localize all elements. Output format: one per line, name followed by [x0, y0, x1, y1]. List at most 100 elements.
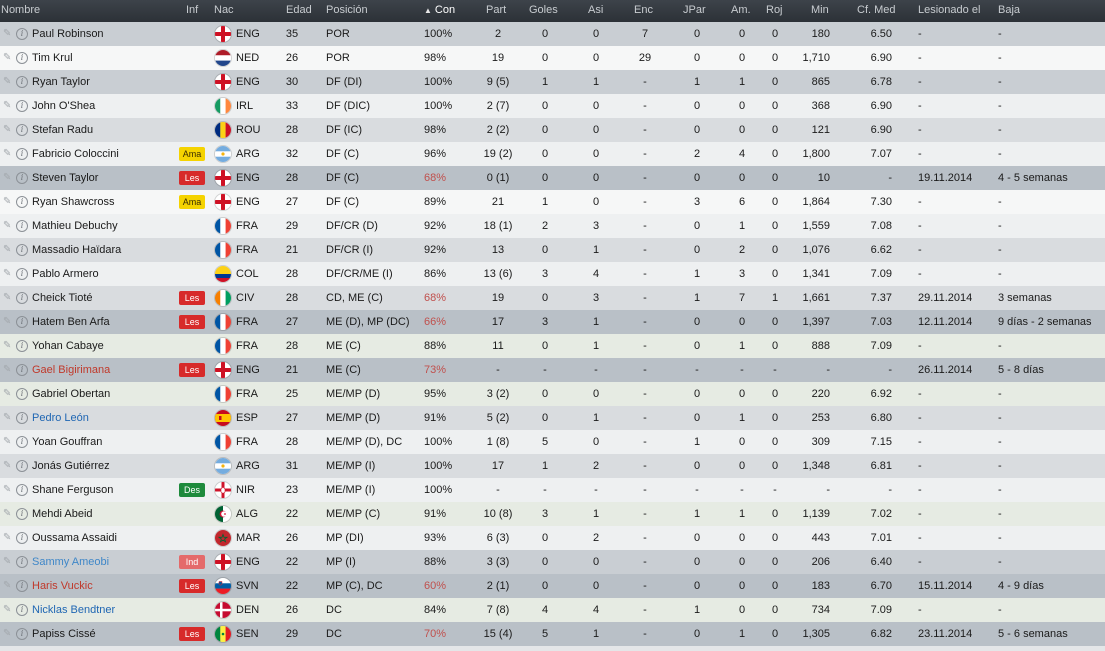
info-icon[interactable]: i [16, 388, 28, 400]
table-row[interactable]: ✎ i Ryan Taylor ENG 30 DF (DI) 100% 9 (5) 1 1 - 1 1 0… [0, 70, 1105, 94]
table-row[interactable]: ✎ i Hatem Ben Arfa Les FRA 27 ME (D), MP (DC) 6… [0, 310, 1105, 334]
table-row[interactable]: ✎ i Ryan Shawcross Ama ENG 27 DF (C) 89% 21 1 0 - 3 6… [0, 190, 1105, 214]
table-row[interactable]: ✎ i Yohan Cabaye FRA 28 ME (C) 88% 11 0 1 - 0 1 0 888 7… [0, 334, 1105, 358]
info-icon[interactable]: i [16, 364, 28, 376]
info-icon[interactable]: i [16, 100, 28, 112]
col-header-nombre[interactable]: Nombre [1, 4, 41, 16]
table-row[interactable]: ✎ i Sammy Ameobi Ind ENG 22 MP (I) 88% 3 (3) 0 0 - 0… [0, 550, 1105, 574]
edit-pencil-icon[interactable]: ✎ [3, 124, 12, 135]
player-name[interactable]: Gabriel Obertan [32, 388, 111, 400]
table-row[interactable]: ✎ i Pablo Armero COL 28 DF/CR/ME (I) 86% 13 (6)… [0, 262, 1105, 286]
player-name[interactable]: Yoan Gouffran [32, 436, 103, 448]
info-icon[interactable]: i [16, 316, 28, 328]
player-name[interactable]: Paul Robinson [32, 28, 104, 40]
table-row[interactable]: ✎ i Mehdi Abeid ALG 22 ME/MP (C) 91% 10 (8) 3 1 - 1… [0, 502, 1105, 526]
edit-pencil-icon[interactable]: ✎ [3, 52, 12, 63]
table-row[interactable]: ✎ i Pedro León ESP 27 ME/MP (D) 91% 5 (2) 0 1 - 0 1 0… [0, 406, 1105, 430]
info-icon[interactable]: i [16, 436, 28, 448]
col-header-lesionado[interactable]: Lesionado el [918, 4, 981, 16]
info-icon[interactable]: i [16, 532, 28, 544]
info-icon[interactable]: i [16, 580, 28, 592]
edit-pencil-icon[interactable]: ✎ [3, 100, 12, 111]
info-icon[interactable]: i [16, 220, 28, 232]
player-name[interactable]: Sammy Ameobi [32, 556, 110, 568]
table-row[interactable]: ✎ i John O'Shea IRL 33 DF (DIC) 100% 2 (7) 0 0 - 0 0… [0, 94, 1105, 118]
info-icon[interactable]: i [16, 556, 28, 568]
player-name[interactable]: Yohan Cabaye [32, 340, 104, 352]
col-header-part[interactable]: Part [486, 4, 507, 16]
edit-pencil-icon[interactable]: ✎ [3, 364, 12, 375]
edit-pencil-icon[interactable]: ✎ [3, 580, 12, 591]
player-name[interactable]: Mathieu Debuchy [32, 220, 118, 232]
player-name[interactable]: Gael Bigirimana [32, 364, 111, 376]
table-row[interactable]: ✎ i Gabriel Obertan FRA 25 ME/MP (D) 95% 3 (2) 0… [0, 382, 1105, 406]
info-icon[interactable]: i [16, 196, 28, 208]
info-icon[interactable]: i [16, 412, 28, 424]
edit-pencil-icon[interactable]: ✎ [3, 628, 12, 639]
col-header-inf[interactable]: Inf [186, 4, 199, 16]
edit-pencil-icon[interactable]: ✎ [3, 484, 12, 495]
edit-pencil-icon[interactable]: ✎ [3, 316, 12, 327]
info-icon[interactable]: i [16, 172, 28, 184]
edit-pencil-icon[interactable]: ✎ [3, 220, 12, 231]
col-header-posicion[interactable]: Posición [326, 4, 368, 16]
col-header-edad[interactable]: Edad [286, 4, 312, 16]
table-row[interactable]: ✎ i Yoan Gouffran FRA 28 ME/MP (D), DC 100% 1 (… [0, 430, 1105, 454]
player-name[interactable]: Tim Krul [32, 52, 73, 64]
edit-pencil-icon[interactable]: ✎ [3, 436, 12, 447]
table-row[interactable]: ✎ i Shane Ferguson Des NIR 23 ME/MP (I) 100% - - -… [0, 478, 1105, 502]
player-name[interactable]: Ryan Taylor [32, 76, 90, 88]
edit-pencil-icon[interactable]: ✎ [3, 508, 12, 519]
info-icon[interactable]: i [16, 76, 28, 88]
edit-pencil-icon[interactable]: ✎ [3, 292, 12, 303]
edit-pencil-icon[interactable]: ✎ [3, 28, 12, 39]
info-icon[interactable]: i [16, 124, 28, 136]
info-icon[interactable]: i [16, 508, 28, 520]
player-name[interactable]: John O'Shea [32, 100, 96, 112]
info-icon[interactable]: i [16, 460, 28, 472]
player-name[interactable]: Jonás Gutiérrez [32, 460, 110, 472]
player-name[interactable]: Pedro León [32, 412, 89, 424]
player-name[interactable]: Cheick Tioté [32, 292, 93, 304]
table-row[interactable]: ✎ i Haris Vuckic Les SVN 22 MP (C), DC 60% 2 (1)… [0, 574, 1105, 598]
edit-pencil-icon[interactable]: ✎ [3, 172, 12, 183]
table-row[interactable]: ✎ i Tim Krul NED 26 POR 98% 19 0 0 29 0 0 0 1,710 6.90 -… [0, 46, 1105, 70]
info-icon[interactable]: i [16, 628, 28, 640]
col-header-jpar[interactable]: JPar [683, 4, 706, 16]
edit-pencil-icon[interactable]: ✎ [3, 532, 12, 543]
table-row[interactable]: ✎ i Paul Robinson ENG 35 POR 100% 2 0 0 7 0 0 0 180 6.5… [0, 22, 1105, 46]
table-row[interactable]: ✎ i Massadio Haïdara FRA 21 DF/CR (I) 92% 13 0 1 -… [0, 238, 1105, 262]
edit-pencil-icon[interactable]: ✎ [3, 340, 12, 351]
col-header-con[interactable]: ▲ Con [424, 0, 455, 21]
player-name[interactable]: Nicklas Bendtner [32, 604, 116, 616]
player-name[interactable]: Fabricio Coloccini [32, 148, 119, 160]
edit-pencil-icon[interactable]: ✎ [3, 148, 12, 159]
col-header-am[interactable]: Am. [731, 4, 751, 16]
player-name[interactable]: Steven Taylor [32, 172, 99, 184]
edit-pencil-icon[interactable]: ✎ [3, 388, 12, 399]
col-header-baja[interactable]: Baja [998, 4, 1021, 16]
info-icon[interactable]: i [16, 244, 28, 256]
edit-pencil-icon[interactable]: ✎ [3, 604, 12, 615]
col-header-enc[interactable]: Enc [634, 4, 653, 16]
edit-pencil-icon[interactable]: ✎ [3, 412, 12, 423]
player-name[interactable]: Hatem Ben Arfa [32, 316, 110, 328]
col-header-min[interactable]: Min [811, 4, 829, 16]
info-icon[interactable]: i [16, 484, 28, 496]
table-row[interactable]: ✎ i Mathieu Debuchy FRA 29 DF/CR (D) 92% 18 (1)… [0, 214, 1105, 238]
info-icon[interactable]: i [16, 148, 28, 160]
player-name[interactable]: Oussama Assaidi [32, 532, 117, 544]
table-row[interactable]: ✎ i Papiss Cissé Les SEN 29 DC 70% 15 (4) 5 1 - 0 1 0 1… [0, 622, 1105, 646]
table-row[interactable]: ✎ i Gael Bigirimana Les ENG 21 ME (C) 73% - - - - - -… [0, 358, 1105, 382]
table-row[interactable]: ✎ i Jonás Gutiérrez ARG 31 ME/MP (I) 100% 17 1 2 -… [0, 454, 1105, 478]
player-name[interactable]: Mehdi Abeid [32, 508, 93, 520]
edit-pencil-icon[interactable]: ✎ [3, 556, 12, 567]
player-name[interactable]: Stefan Radu [32, 124, 94, 136]
player-name[interactable]: Ryan Shawcross [32, 196, 115, 208]
player-name[interactable]: Haris Vuckic [32, 580, 93, 592]
table-row[interactable]: ✎ i Cheick Tioté Les CIV 28 CD, ME (C) 68% 19 0 3 -… [0, 286, 1105, 310]
col-header-goles[interactable]: Goles [529, 4, 558, 16]
edit-pencil-icon[interactable]: ✎ [3, 196, 12, 207]
table-row[interactable]: ✎ i Oussama Assaidi MAR 26 MP (DI) 93% 6 (3) 0 2 -… [0, 526, 1105, 550]
info-icon[interactable]: i [16, 340, 28, 352]
